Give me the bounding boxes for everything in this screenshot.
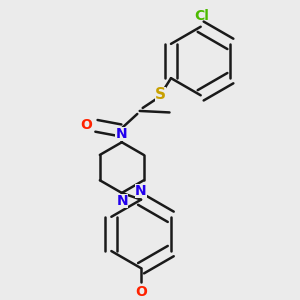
- Text: N: N: [135, 184, 147, 198]
- Text: N: N: [117, 194, 128, 208]
- Text: N: N: [116, 127, 127, 141]
- Text: O: O: [135, 285, 147, 298]
- Text: O: O: [80, 118, 92, 132]
- Text: Cl: Cl: [195, 9, 210, 23]
- Text: S: S: [155, 87, 166, 102]
